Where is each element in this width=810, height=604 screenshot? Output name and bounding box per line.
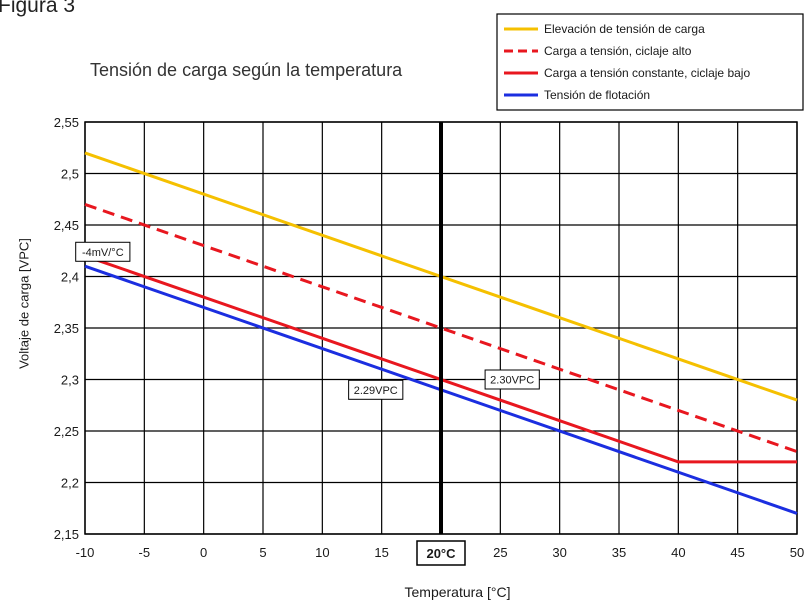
y-tick-label: 2,3 [61,373,79,388]
x-tick-label: 30 [552,545,566,560]
x-tick-label: 45 [730,545,744,560]
annotation-label: 2.30VPC [490,375,534,387]
x-tick-label: -10 [76,545,95,560]
y-tick-label: 2,2 [61,476,79,491]
y-tick-label: 2,15 [54,527,79,542]
y-tick-label: 2,45 [54,218,79,233]
annotations: -4mV/°C 2.29VPC 2.30VPC [75,241,540,400]
legend-label: Carga a tensión constante, ciclaje bajo [544,66,750,80]
x-tick-label: 5 [259,545,266,560]
annotation-label: 2.29VPC [354,385,398,397]
x-tick-label: 25 [493,545,507,560]
x-tick-label: 10 [315,545,329,560]
annotation-label: -4mV/°C [82,247,124,259]
x-tick-highlight-box [416,540,466,566]
y-tick-label: 2,55 [54,115,79,130]
tick-labels: -10 -5 0 5 10 15 20°C 25 30 35 40 45 50 2,15 2,2 2,25 2,… [54,115,804,566]
x-tick-label: 15 [374,545,388,560]
x-tick-label: 50 [790,545,804,560]
x-tick-label: 20°C [426,546,456,561]
x-tick-label: -5 [139,545,151,560]
y-tick-label: 2,4 [61,270,79,285]
legend-label: Elevación de tensión de carga [544,22,705,36]
x-tick-label: 35 [612,545,626,560]
chart-title: Tensión de carga según la temperatura [90,60,403,80]
annotation-box [484,369,540,390]
legend-box [496,13,804,111]
legend-label: Tensión de flotación [544,88,650,102]
series-line-2 [84,202,798,454]
series-line-3 [84,254,797,464]
figure-label: Figura 3 [0,0,76,17]
y-tick-label: 2,5 [61,167,79,182]
y-tick-label: 2,25 [54,424,79,439]
x-axis-label: Temperatura [°C] [404,584,511,600]
x-tick-label: 0 [200,545,207,560]
y-tick-label: 2,35 [54,321,79,336]
annotation-box [75,241,131,262]
x-tick-label: 40 [671,545,685,560]
legend: Elevación de tensión de carga Carga a ten… [496,13,804,111]
annotation-box [348,379,404,400]
legend-label: Carga a tensión, ciclaje alto [544,44,692,58]
